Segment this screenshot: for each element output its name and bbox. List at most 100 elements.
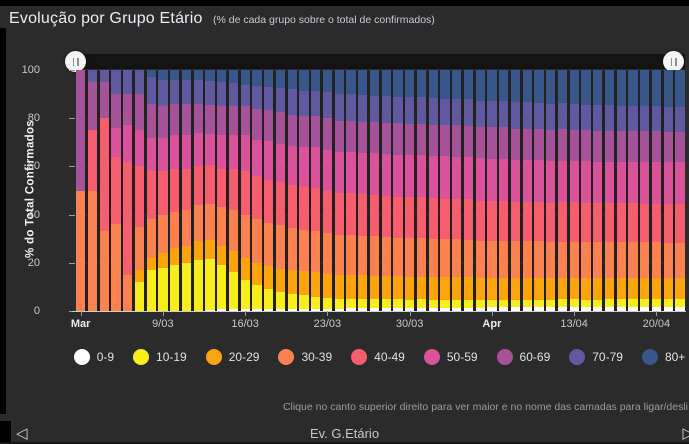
segment-60-69[interactable]: [358, 121, 368, 153]
segment-20-29[interactable]: [264, 266, 274, 290]
range-slider-track[interactable]: [74, 54, 685, 69]
segment-40-49[interactable]: [205, 165, 215, 204]
segment-40-49[interactable]: [358, 194, 368, 236]
segment-80+[interactable]: [287, 70, 297, 90]
segment-0-9[interactable]: [557, 306, 568, 311]
bar-4/03[interactable]: [99, 70, 109, 311]
segment-20-29[interactable]: [604, 277, 615, 300]
segment-10-19[interactable]: [193, 260, 203, 311]
segment-0-9[interactable]: [499, 307, 509, 311]
segment-30-39[interactable]: [275, 225, 286, 269]
segment-30-39[interactable]: [369, 236, 380, 276]
bar-20/04[interactable]: [651, 70, 662, 311]
segment-50-59[interactable]: [252, 139, 262, 177]
segment-20-29[interactable]: [616, 277, 626, 300]
segment-70-79[interactable]: [510, 102, 521, 129]
segment-60-69[interactable]: [663, 131, 673, 163]
segment-40-49[interactable]: [569, 202, 579, 242]
segment-30-39[interactable]: [87, 190, 98, 311]
segment-50-59[interactable]: [170, 135, 180, 169]
segment-70-79[interactable]: [534, 102, 544, 129]
segment-80+[interactable]: [616, 70, 626, 106]
segment-30-39[interactable]: [346, 234, 356, 275]
segment-0-9[interactable]: [416, 307, 427, 311]
segment-0-9[interactable]: [675, 306, 685, 311]
bar-16/04[interactable]: [604, 70, 615, 311]
segment-10-19[interactable]: [134, 282, 145, 311]
segment-0-9[interactable]: [287, 308, 297, 311]
bar-28/03[interactable]: [381, 70, 391, 311]
bar-30/03[interactable]: [405, 70, 415, 311]
segment-20-29[interactable]: [287, 270, 297, 295]
segment-70-79[interactable]: [275, 88, 286, 113]
segment-50-59[interactable]: [440, 156, 450, 199]
segment-40-49[interactable]: [299, 186, 309, 231]
segment-70-79[interactable]: [287, 89, 297, 115]
bar-10/03[interactable]: [170, 70, 180, 311]
segment-50-59[interactable]: [604, 161, 615, 204]
segment-50-59[interactable]: [569, 160, 579, 203]
segment-40-49[interactable]: [228, 168, 239, 210]
segment-40-49[interactable]: [146, 171, 156, 220]
segment-40-49[interactable]: [393, 196, 403, 238]
segment-50-59[interactable]: [393, 154, 403, 197]
segment-40-49[interactable]: [264, 179, 274, 224]
bar-18/04[interactable]: [628, 70, 638, 311]
bar-3/04[interactable]: [452, 70, 462, 311]
segment-40-49[interactable]: [675, 203, 685, 243]
segment-80+[interactable]: [675, 70, 685, 107]
bar-18/03[interactable]: [264, 70, 274, 311]
segment-20-29[interactable]: [334, 274, 344, 299]
segment-30-39[interactable]: [76, 190, 86, 311]
segment-70-79[interactable]: [628, 105, 638, 132]
segment-80+[interactable]: [228, 70, 239, 84]
segment-50-59[interactable]: [275, 143, 286, 183]
segment-50-59[interactable]: [205, 133, 215, 166]
bar-6/04[interactable]: [487, 70, 497, 311]
segment-70-79[interactable]: [123, 70, 133, 95]
segment-50-59[interactable]: [546, 160, 556, 203]
segment-80+[interactable]: [358, 70, 368, 96]
segment-70-79[interactable]: [663, 106, 673, 132]
segment-70-79[interactable]: [181, 79, 192, 104]
segment-80+[interactable]: [628, 70, 638, 106]
segment-50-59[interactable]: [510, 159, 521, 202]
segment-10-19[interactable]: [569, 299, 579, 307]
segment-40-49[interactable]: [487, 200, 497, 241]
segment-0-9[interactable]: [393, 308, 403, 311]
segment-20-29[interactable]: [452, 277, 462, 300]
bar-6/03[interactable]: [123, 70, 133, 311]
segment-80+[interactable]: [440, 70, 450, 99]
segment-50-59[interactable]: [358, 152, 368, 195]
bar-3/03[interactable]: [87, 70, 98, 311]
segment-70-79[interactable]: [264, 86, 274, 110]
segment-60-69[interactable]: [546, 129, 556, 161]
segment-20-29[interactable]: [499, 277, 509, 300]
segment-10-19[interactable]: [381, 299, 391, 309]
segment-30-39[interactable]: [463, 239, 474, 278]
segment-70-79[interactable]: [146, 77, 156, 104]
segment-20-29[interactable]: [463, 277, 474, 300]
legend-item-50-59[interactable]: 50-59: [423, 349, 478, 365]
segment-10-19[interactable]: [334, 298, 344, 309]
segment-10-19[interactable]: [546, 299, 556, 308]
bar-1/04[interactable]: [428, 70, 438, 311]
segment-20-29[interactable]: [170, 248, 180, 266]
segment-70-79[interactable]: [405, 97, 415, 124]
segment-0-9[interactable]: [604, 306, 615, 311]
segment-50-59[interactable]: [463, 157, 474, 200]
segment-60-69[interactable]: [264, 109, 274, 142]
segment-40-49[interactable]: [640, 203, 650, 243]
segment-50-59[interactable]: [534, 160, 544, 203]
segment-20-29[interactable]: [299, 271, 309, 296]
segment-0-9[interactable]: [322, 308, 333, 311]
segment-70-79[interactable]: [640, 106, 650, 132]
segment-80+[interactable]: [181, 70, 192, 80]
bar-11/04[interactable]: [546, 70, 556, 311]
segment-40-49[interactable]: [252, 176, 262, 220]
segment-10-19[interactable]: [593, 299, 603, 307]
segment-50-59[interactable]: [217, 135, 227, 169]
segment-70-79[interactable]: [334, 94, 344, 121]
segment-80+[interactable]: [651, 70, 662, 107]
segment-80+[interactable]: [499, 70, 509, 101]
